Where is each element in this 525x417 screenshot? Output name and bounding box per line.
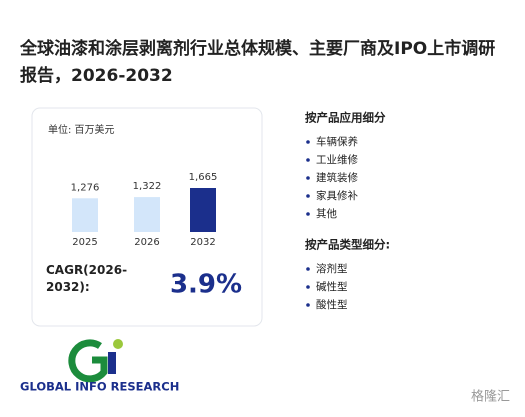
- cagr-label: CAGR(2026-2032):: [46, 263, 128, 294]
- bullet: [306, 176, 310, 180]
- category-label: 2026: [134, 237, 159, 248]
- category-label: 2025: [72, 237, 97, 248]
- bar: [72, 198, 98, 232]
- watermark: 格隆汇: [471, 389, 510, 405]
- bullet: [306, 285, 310, 289]
- segment-item: 其他: [316, 207, 337, 220]
- segment-item: 工业维修: [316, 153, 358, 166]
- logo-text: GLOBAL INFO RESEARCH: [20, 380, 179, 394]
- logo-i: [108, 352, 116, 374]
- logo-mark: [68, 339, 123, 383]
- category-label: 2032: [190, 237, 215, 248]
- value-label: 1,665: [189, 172, 218, 183]
- segment-item: 酸性型: [316, 298, 348, 311]
- unit: 单位: 百万美元: [48, 123, 115, 136]
- bars: 1,276 2025 1,322 2026 1,665 2032: [71, 172, 218, 248]
- bar: [134, 197, 160, 232]
- value-label: 1,322: [133, 181, 162, 192]
- bar: [190, 188, 216, 232]
- segment-heading: 按产品应用细分: [305, 111, 386, 125]
- bullet: [306, 303, 310, 307]
- cagr-box: CAGR(2026-2032):: [46, 263, 128, 294]
- title: 全球油漆和涂层剥离剂行业总体规模、主要厂商及IPO上市调研报告，2026-203…: [20, 39, 496, 86]
- cagr-value: 3.9%: [170, 270, 242, 300]
- segment-item: 家具修补: [316, 189, 358, 202]
- segment-item: 建筑装修: [316, 171, 358, 184]
- segment-heading: 按产品类型细分:: [305, 238, 390, 252]
- value-label: 1,276: [71, 182, 100, 193]
- bullet: [306, 140, 310, 144]
- segment-item: 溶剂型: [316, 262, 348, 275]
- logo-g: [68, 339, 108, 383]
- logo-dot: [113, 339, 123, 349]
- bullet: [306, 194, 310, 198]
- bullet: [306, 212, 310, 216]
- bullet: [306, 158, 310, 162]
- title-box: 全球油漆和涂层剥离剂行业总体规模、主要厂商及IPO上市调研报告，2026-203…: [20, 39, 496, 86]
- bullet: [306, 267, 310, 271]
- segment-item: 碱性型: [316, 280, 348, 293]
- segment-item: 车辆保养: [316, 135, 358, 148]
